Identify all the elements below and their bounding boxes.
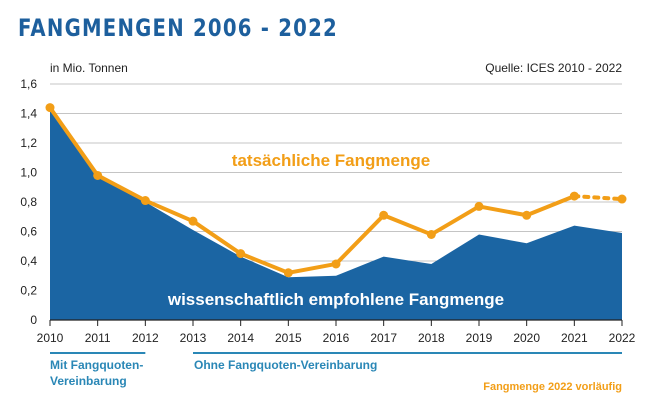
actual-catch-point-2020 bbox=[522, 210, 532, 220]
page-title: FANGMENGEN 2006 - 2022 bbox=[18, 14, 338, 42]
y-tick-label-8: 1,6 bbox=[20, 77, 37, 91]
recommended-catch-area bbox=[50, 107, 622, 320]
y-tick-label-5: 1,0 bbox=[20, 166, 37, 180]
y-tick-label-7: 1,4 bbox=[20, 107, 37, 121]
x-axis bbox=[49, 319, 623, 326]
x-tick-label-2018: 2018 bbox=[418, 331, 445, 345]
actual-catch-label: tatsächliche Fangmenge bbox=[232, 151, 430, 170]
x-tick-label-2022: 2022 bbox=[609, 331, 636, 345]
actual-catch-point-2016 bbox=[331, 259, 341, 269]
x-tick-label-2017: 2017 bbox=[370, 331, 397, 345]
actual-catch-line-provisional bbox=[572, 194, 624, 202]
x-tick-label-2015: 2015 bbox=[275, 331, 302, 345]
x-tick-label-2016: 2016 bbox=[323, 331, 350, 345]
actual-catch-point-2013 bbox=[188, 216, 198, 226]
y-tick-label-4: 0,8 bbox=[20, 195, 37, 209]
x-tick-label-2014: 2014 bbox=[227, 331, 254, 345]
actual-catch-line bbox=[45, 103, 627, 278]
actual-catch-point-2019 bbox=[474, 201, 484, 211]
period-label-without-quota: Ohne Fangquoten-Vereinbarung bbox=[194, 358, 377, 372]
x-tick-label-2019: 2019 bbox=[466, 331, 493, 345]
actual-catch-point-2010 bbox=[45, 103, 55, 113]
x-axis-labels: 2010 2011 2012 2013 2014 2015 2016 2017 2018 2019… bbox=[37, 331, 636, 345]
x-tick-label-2013: 2013 bbox=[180, 331, 207, 345]
y-tick-label-6: 1,2 bbox=[20, 136, 37, 150]
actual-catch-line-solid bbox=[48, 105, 577, 275]
actual-catch-point-2014 bbox=[236, 249, 246, 259]
period-label-with-quota-line1: Mit Fangquoten- bbox=[50, 358, 143, 372]
recommended-catch-label: wissenschaftlich empfohlene Fangmenge bbox=[167, 290, 504, 309]
x-tick-label-2011: 2011 bbox=[85, 331, 111, 345]
footnote-provisional: Fangmenge 2022 vorläufig bbox=[483, 381, 622, 393]
x-tick-label-2012: 2012 bbox=[132, 331, 159, 345]
actual-catch-point-2017 bbox=[379, 210, 389, 220]
y-axis-labels: 0 0,2 0,4 0,6 0,8 1,0 1,2 1,4 1,6 bbox=[20, 77, 37, 327]
actual-catch-point-2012 bbox=[140, 196, 150, 206]
actual-catch-point-2018 bbox=[426, 229, 436, 239]
y-tick-label-2: 0,4 bbox=[20, 254, 37, 268]
source-label: Quelle: ICES 2010 - 2022 bbox=[485, 61, 622, 75]
period-label-with-quota-line2: Vereinbarung bbox=[50, 374, 127, 388]
x-tick-label-2020: 2020 bbox=[513, 331, 540, 345]
x-tick-label-2021: 2021 bbox=[561, 331, 588, 345]
y-tick-label-0: 0 bbox=[30, 313, 37, 327]
actual-catch-point-2021 bbox=[569, 191, 579, 201]
y-tick-label-1: 0,2 bbox=[20, 284, 37, 298]
unit-label: in Mio. Tonnen bbox=[50, 61, 128, 75]
x-tick-label-2010: 2010 bbox=[37, 331, 64, 345]
actual-catch-point-2015 bbox=[283, 268, 293, 278]
y-tick-label-3: 0,6 bbox=[20, 225, 37, 239]
actual-catch-point-2011 bbox=[93, 170, 103, 180]
actual-catch-point-2022 bbox=[617, 194, 627, 204]
